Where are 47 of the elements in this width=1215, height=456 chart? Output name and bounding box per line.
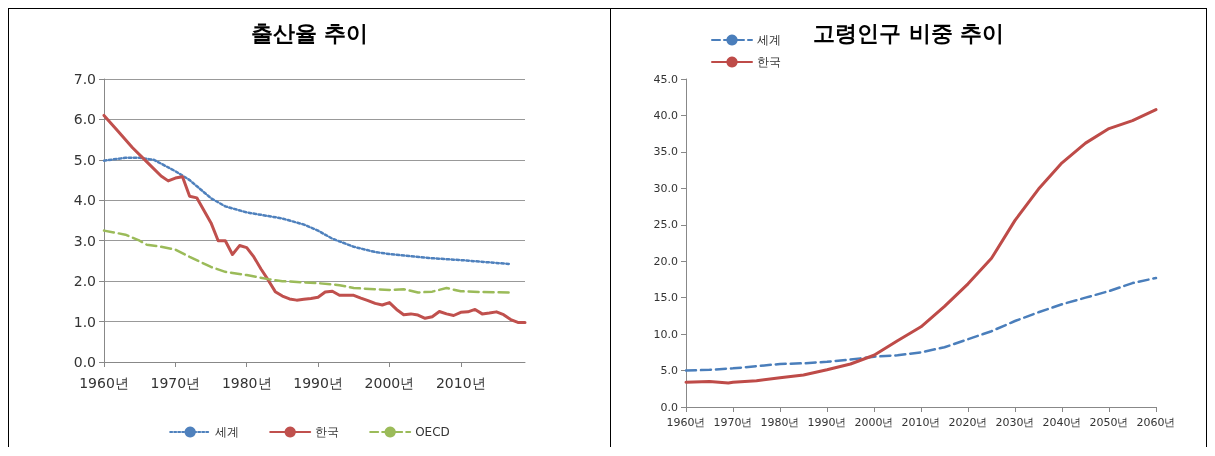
y-tick-label: 7.0 [73, 71, 96, 87]
x-tick-label: 1970년 [713, 416, 753, 429]
legend-label: OECD [415, 425, 450, 439]
y-tick-label: 6.0 [73, 111, 96, 128]
x-tick-label: 1960년 [79, 375, 129, 391]
x-tick-label: 1980년 [760, 416, 800, 429]
legend-label: 세계 [215, 425, 240, 439]
x-tick-label: 2020년 [948, 416, 988, 429]
y-tick-label: 1.0 [73, 313, 96, 330]
x-tick-label: 2000년 [364, 375, 415, 391]
y-tick-label: 20.0 [653, 254, 678, 268]
y-tick-label: 40.0 [653, 108, 678, 122]
legend-label: 한국 [757, 55, 781, 69]
y-tick-label: 0.0 [660, 400, 678, 414]
x-tick-label: 1990년 [293, 375, 343, 391]
line-series [102, 229, 512, 294]
line-series [102, 113, 527, 324]
y-tick-label: 30.0 [653, 181, 678, 195]
y-tick-label: 5.0 [73, 151, 96, 168]
x-tick-label: 1980년 [221, 375, 272, 391]
line-series [102, 156, 512, 266]
y-tick-label: 4.0 [73, 192, 96, 209]
y-tick-label: 35.0 [653, 145, 678, 159]
y-tick-label: 5.0 [660, 364, 678, 378]
y-tick-label: 2.0 [73, 273, 96, 290]
x-tick-label: 2050년 [1089, 416, 1129, 429]
y-tick-label: 0.0 [73, 354, 96, 370]
y-tick-label: 3.0 [73, 232, 96, 249]
x-tick-label: 2010년 [435, 375, 486, 391]
x-tick-label: 1970년 [150, 375, 201, 391]
x-tick-label: 2000년 [854, 416, 894, 429]
y-tick-label: 10.0 [653, 327, 678, 341]
x-tick-label: 2040년 [1042, 416, 1082, 429]
chart-title: 고령인구 비중 추이 [812, 20, 1005, 46]
y-tick-label: 45.0 [653, 72, 678, 86]
legend-label: 세계 [757, 33, 781, 47]
x-tick-label: 1990년 [807, 416, 847, 429]
line-series [684, 276, 1158, 372]
y-tick-label: 15.0 [653, 291, 678, 305]
y-tick-label: 25.0 [653, 218, 678, 232]
x-tick-label: 2030년 [995, 416, 1035, 429]
line-series [684, 108, 1158, 385]
x-tick-label: 2060년 [1136, 416, 1176, 429]
chart-title: 출산율 추이 [250, 20, 369, 46]
x-tick-label: 1960년 [666, 416, 706, 429]
legend-label: 한국 [315, 425, 340, 439]
x-tick-label: 2010년 [901, 416, 941, 429]
